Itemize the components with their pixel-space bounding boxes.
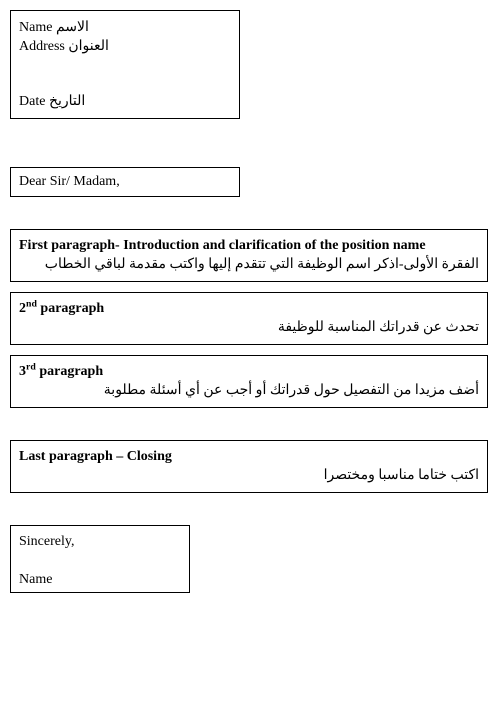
spacer-6 bbox=[10, 493, 490, 525]
para3-ord-num: 3 bbox=[19, 364, 26, 379]
salutation-text: Dear Sir/ Madam, bbox=[19, 174, 120, 189]
para1-arabic: الفقرة الأولى-اذكر اسم الوظيفة التي تتقد… bbox=[19, 256, 479, 273]
address-label-ar: العنوان bbox=[68, 39, 109, 54]
address-line: Address العنوان bbox=[19, 38, 231, 55]
para2-title-rest: paragraph bbox=[37, 301, 104, 316]
para3-title: 3rd paragraph bbox=[19, 364, 479, 380]
name-label-ar: الاسم bbox=[56, 20, 89, 35]
closing-box: Sincerely, Name bbox=[10, 525, 190, 593]
closing-name: Name bbox=[19, 572, 181, 588]
spacer-1 bbox=[10, 119, 490, 167]
spacer-3 bbox=[10, 282, 490, 292]
para2-title: 2nd paragraph bbox=[19, 301, 479, 317]
date-label-ar: التاريخ bbox=[49, 94, 85, 109]
date-label-en: Date bbox=[19, 94, 45, 109]
para2-box: 2nd paragraph تحدث عن قدراتك المناسبة لل… bbox=[10, 292, 488, 345]
last-title: Last paragraph – Closing bbox=[19, 449, 479, 465]
date-line: Date التاريخ bbox=[19, 93, 231, 110]
para3-box: 3rd paragraph أضف مزيدا من التفصيل حول ق… bbox=[10, 355, 488, 408]
last-arabic: اكتب ختاما مناسبا ومختصرا bbox=[19, 467, 479, 484]
spacer-2 bbox=[10, 197, 490, 229]
last-box: Last paragraph – Closing اكتب ختاما مناس… bbox=[10, 440, 488, 493]
name-label-en: Name bbox=[19, 20, 52, 35]
header-box: Name الاسم Address العنوان Date التاريخ bbox=[10, 10, 240, 119]
sincerely-text: Sincerely, bbox=[19, 534, 181, 550]
para2-ord-num: 2 bbox=[19, 301, 26, 316]
para1-title: First paragraph- Introduction and clarif… bbox=[19, 238, 479, 254]
para2-ord-suffix: nd bbox=[26, 298, 37, 309]
para1-box: First paragraph- Introduction and clarif… bbox=[10, 229, 488, 282]
para3-title-rest: paragraph bbox=[36, 364, 103, 379]
salutation-box: Dear Sir/ Madam, bbox=[10, 167, 240, 197]
address-label-en: Address bbox=[19, 39, 65, 54]
spacer-4 bbox=[10, 345, 490, 355]
header-spacer bbox=[19, 57, 231, 91]
para3-ord-suffix: rd bbox=[26, 361, 36, 372]
closing-spacer bbox=[19, 552, 181, 570]
para3-arabic: أضف مزيدا من التفصيل حول قدراتك أو أجب ع… bbox=[19, 382, 479, 399]
spacer-5 bbox=[10, 408, 490, 440]
name-line: Name الاسم bbox=[19, 19, 231, 36]
para2-arabic: تحدث عن قدراتك المناسبة للوظيفة bbox=[19, 319, 479, 336]
